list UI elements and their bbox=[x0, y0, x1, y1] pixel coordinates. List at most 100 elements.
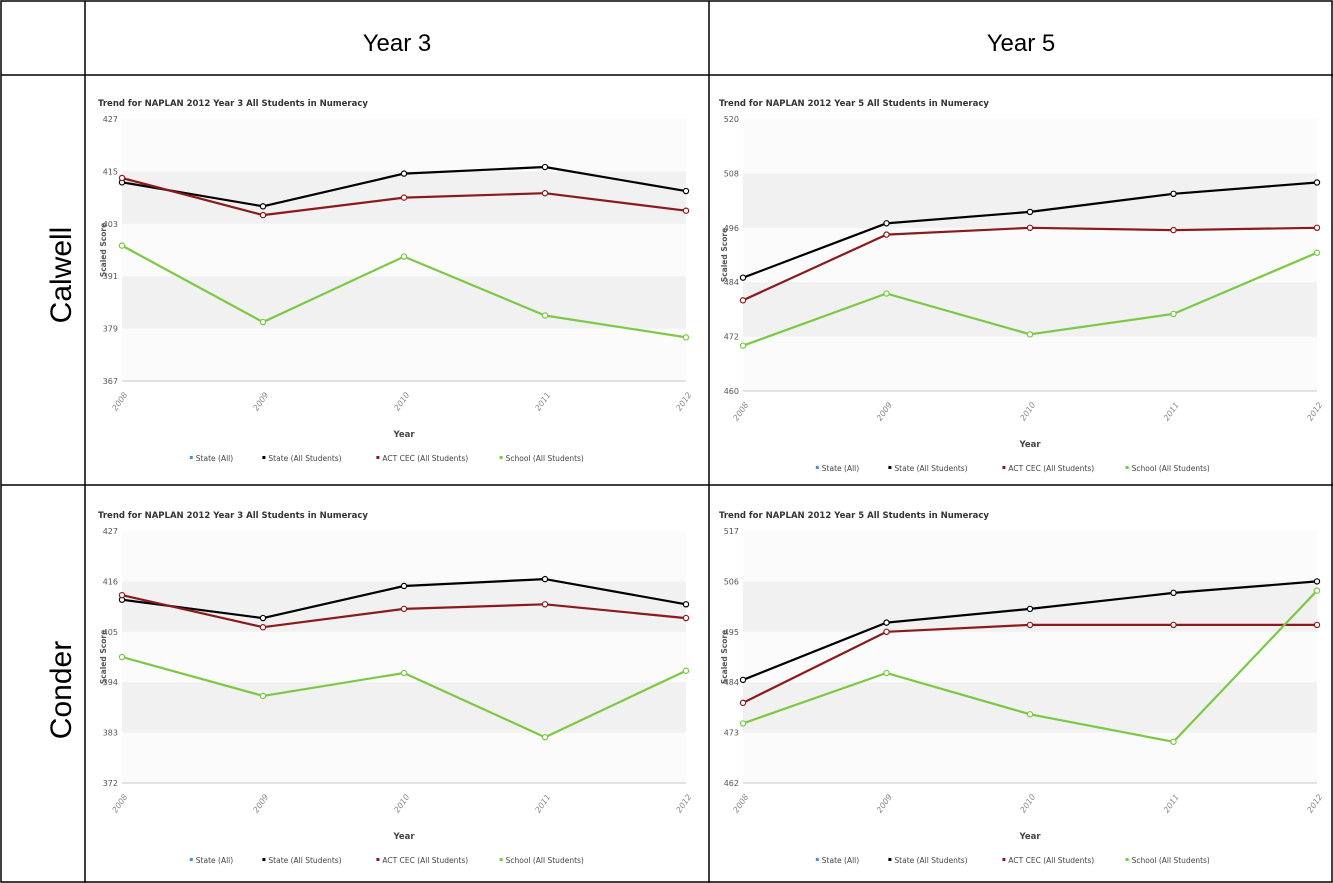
legend-swatch bbox=[815, 466, 819, 469]
x-axis-label: Year bbox=[1018, 440, 1041, 450]
column-header-year-3: Year 3 bbox=[362, 30, 432, 57]
y-tick-label: 379 bbox=[103, 325, 118, 334]
column-header-year-5: Year 5 bbox=[986, 30, 1056, 57]
y-axis-label: Scaled Score bbox=[720, 630, 729, 684]
x-tick-label: 2010 bbox=[1018, 793, 1037, 815]
data-point bbox=[682, 334, 690, 341]
legend-item-school-all-students: School (All Students) bbox=[1125, 856, 1210, 865]
data-point bbox=[541, 312, 549, 319]
y-tick-label: 405 bbox=[103, 628, 118, 637]
data-point bbox=[1170, 310, 1177, 318]
legend-swatch bbox=[888, 466, 892, 469]
legend-label: ACT CEC (All Students) bbox=[382, 454, 468, 463]
legend-label: School (All Students) bbox=[506, 454, 584, 463]
series-state-all-students bbox=[118, 163, 690, 210]
y-tick-label: 415 bbox=[103, 167, 118, 176]
y-tick-label: 394 bbox=[103, 678, 118, 687]
grid-band bbox=[743, 173, 1317, 228]
y-tick-label: 462 bbox=[724, 779, 739, 788]
y-axis-label: Scaled Score bbox=[99, 223, 108, 277]
data-point bbox=[400, 605, 408, 613]
legend-label: State (All) bbox=[196, 856, 233, 865]
data-point bbox=[259, 624, 267, 631]
series-state-all-students bbox=[739, 578, 1321, 684]
chart-svg: Trend for NAPLAN 2012 Year 5 All Student… bbox=[719, 99, 1324, 473]
legend-swatch bbox=[888, 858, 892, 861]
legend-item-state-all-students: State (All Students) bbox=[262, 454, 342, 463]
grid-band bbox=[122, 276, 686, 329]
data-point bbox=[883, 231, 890, 238]
data-point bbox=[1026, 208, 1034, 216]
legend-swatch bbox=[189, 858, 193, 861]
data-point bbox=[259, 614, 267, 622]
data-point bbox=[259, 318, 267, 326]
legend-label: ACT CEC (All Students) bbox=[1008, 464, 1094, 473]
legend-swatch bbox=[1002, 858, 1006, 861]
x-tick-label: 2008 bbox=[731, 793, 750, 815]
series-school-all-students bbox=[739, 249, 1321, 349]
y-tick-label: 484 bbox=[724, 278, 739, 287]
data-point bbox=[1313, 578, 1321, 585]
y-tick-label: 427 bbox=[103, 527, 118, 536]
grid-band bbox=[122, 531, 686, 582]
x-tick-label: 2012 bbox=[674, 793, 693, 815]
data-point bbox=[1313, 224, 1321, 231]
y-tick-label: 367 bbox=[103, 377, 118, 386]
x-axis-label: Year bbox=[392, 832, 415, 842]
data-point bbox=[118, 242, 126, 249]
x-tick-label: 2012 bbox=[674, 391, 693, 413]
grid-band bbox=[743, 682, 1317, 733]
x-tick-label: 2011 bbox=[1162, 401, 1181, 423]
x-tick-label: 2008 bbox=[110, 793, 129, 815]
x-tick-label: 2008 bbox=[731, 401, 750, 423]
data-point bbox=[1313, 179, 1321, 186]
y-tick-label: 460 bbox=[724, 387, 739, 396]
legend-label: State (All) bbox=[822, 464, 859, 473]
data-point bbox=[541, 190, 549, 197]
x-tick-label: 2010 bbox=[1018, 401, 1037, 423]
legend-swatch bbox=[815, 858, 819, 861]
series-school-all-students bbox=[118, 653, 690, 741]
y-tick-label: 496 bbox=[724, 224, 739, 233]
legend-item-state-all: State (All) bbox=[815, 464, 859, 473]
data-point bbox=[1026, 331, 1034, 338]
x-axis-label: Year bbox=[1018, 832, 1041, 842]
data-point bbox=[883, 290, 890, 297]
grid-band bbox=[743, 531, 1317, 582]
legend-swatch bbox=[376, 456, 380, 459]
y-tick-label: 383 bbox=[103, 729, 118, 738]
data-point bbox=[739, 720, 747, 727]
y-tick-label: 472 bbox=[724, 333, 739, 342]
data-point bbox=[739, 342, 747, 349]
y-tick-label: 427 bbox=[103, 115, 118, 124]
x-tick-label: 2012 bbox=[1305, 793, 1324, 815]
chart-svg: Trend for NAPLAN 2012 Year 3 All Student… bbox=[98, 511, 693, 865]
x-tick-label: 2009 bbox=[875, 401, 894, 423]
x-tick-label: 2008 bbox=[110, 391, 129, 413]
legend-item-state-all: State (All) bbox=[189, 454, 233, 463]
legend-label: State (All) bbox=[196, 454, 233, 463]
chart-title: Trend for NAPLAN 2012 Year 3 All Student… bbox=[98, 511, 368, 521]
y-tick-label: 372 bbox=[103, 779, 118, 788]
data-point bbox=[1170, 621, 1177, 629]
data-point bbox=[118, 653, 126, 661]
series-state-all-students bbox=[739, 179, 1321, 281]
grid-band bbox=[743, 631, 1317, 683]
data-point bbox=[400, 194, 408, 201]
legend-label: School (All Students) bbox=[506, 856, 584, 865]
data-point bbox=[400, 170, 408, 177]
data-point bbox=[541, 733, 549, 741]
data-point bbox=[883, 669, 890, 677]
x-tick-label: 2009 bbox=[251, 391, 270, 413]
legend-label: State (All) bbox=[822, 856, 859, 865]
data-point bbox=[682, 614, 690, 622]
legend-item-school-all-students: School (All Students) bbox=[499, 454, 584, 463]
series-act-cec-all-students bbox=[118, 174, 690, 219]
data-point bbox=[1313, 587, 1321, 594]
x-tick-label: 2009 bbox=[251, 793, 270, 815]
data-point bbox=[541, 575, 549, 583]
grid-band bbox=[122, 328, 686, 381]
grid-band bbox=[743, 282, 1317, 337]
row-label-conder: Conder bbox=[45, 640, 78, 740]
